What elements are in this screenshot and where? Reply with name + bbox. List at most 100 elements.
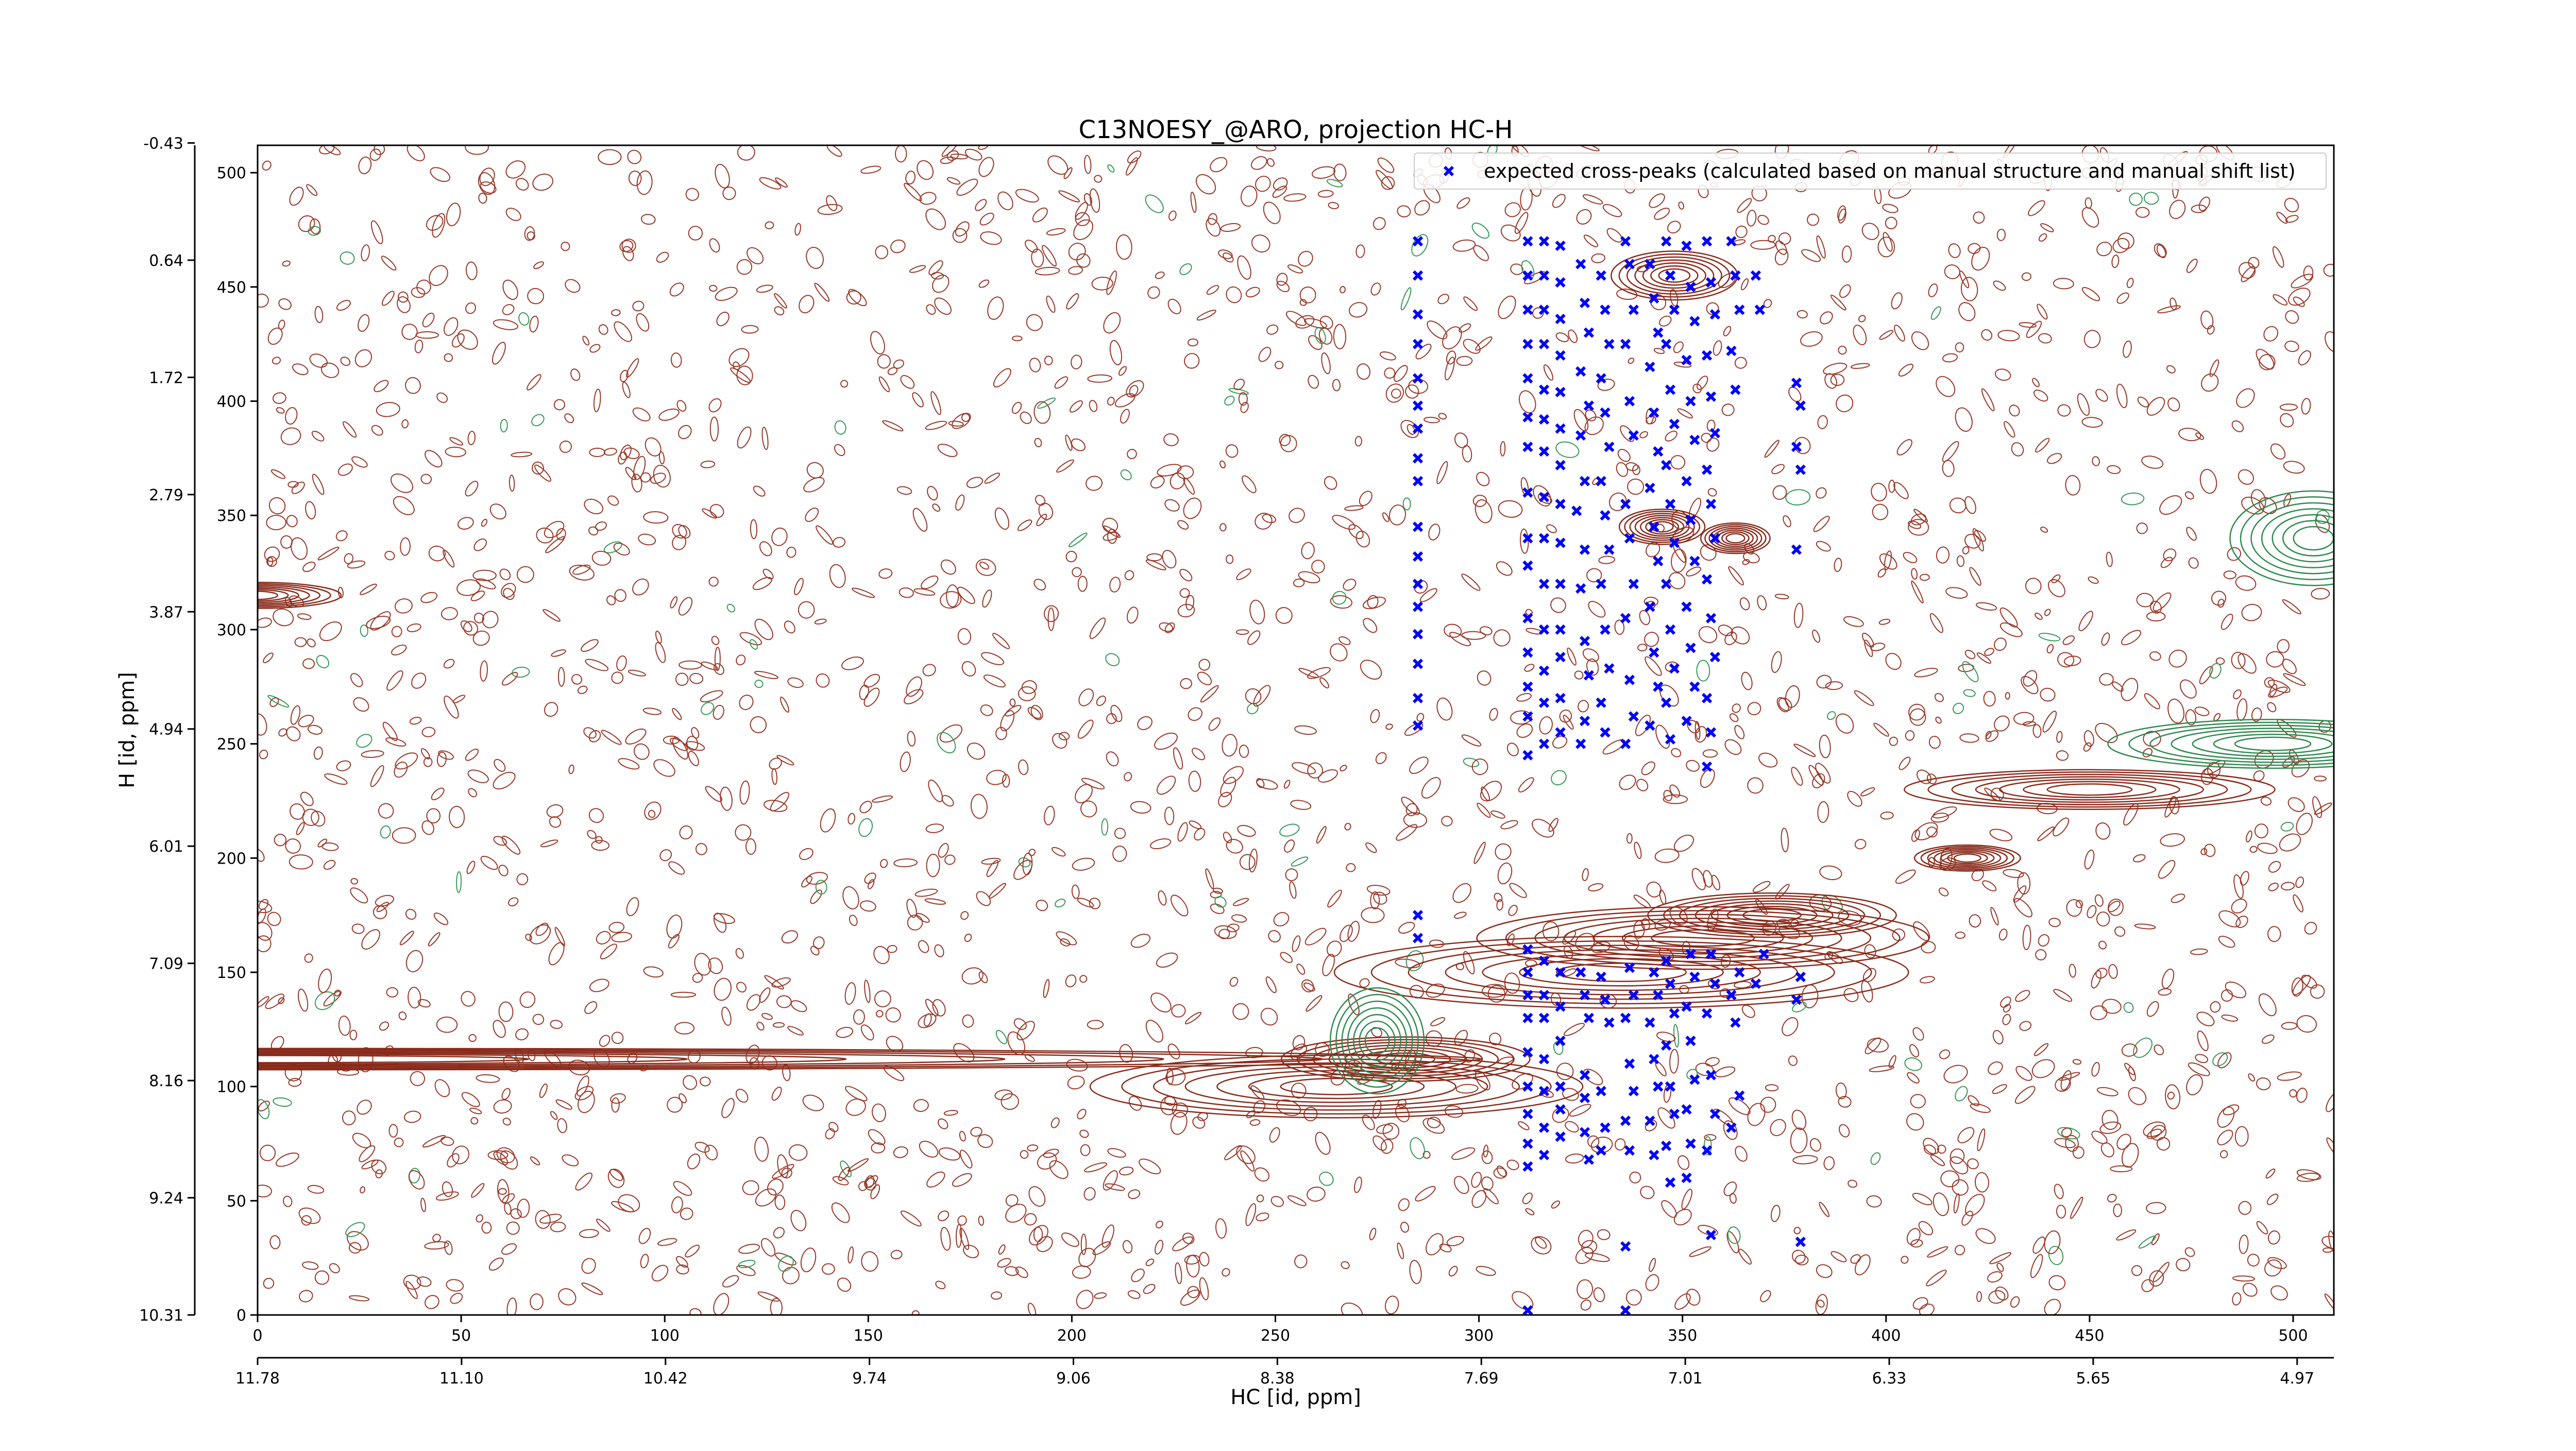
- contour: [1344, 822, 1351, 831]
- cross-peak-marker: [1600, 305, 1611, 315]
- cross-peak-marker: [1681, 476, 1692, 486]
- contour: [1189, 820, 1202, 829]
- contour: [1456, 197, 1470, 209]
- contour: [1251, 234, 1270, 253]
- contour: [673, 1180, 692, 1196]
- cross-peak-marker: [1522, 1108, 1533, 1119]
- contour: [350, 673, 363, 687]
- contour: [1065, 434, 1073, 451]
- contour: [2266, 1193, 2279, 1205]
- contour: [1072, 567, 1082, 578]
- contour: [1723, 1120, 1738, 1140]
- contour: [2270, 1285, 2288, 1301]
- contour: [930, 391, 941, 415]
- contour: [1454, 1030, 1468, 1045]
- contour: [739, 780, 750, 805]
- contour: [1344, 505, 1364, 511]
- cross-peak-marker: [1709, 309, 1721, 320]
- contour: [1999, 622, 2023, 637]
- contour: [1173, 747, 1183, 770]
- cross-peak-marker: [1522, 681, 1533, 692]
- contour: [1226, 286, 1242, 303]
- contour: [2002, 1014, 2011, 1025]
- contour: [1391, 388, 1401, 399]
- contour: [1402, 497, 1411, 511]
- contour: [1195, 174, 1216, 195]
- contour: [480, 181, 497, 194]
- contour: [1307, 762, 1323, 779]
- contour: [1476, 471, 1490, 486]
- contour: [844, 982, 856, 1005]
- contour: [2185, 709, 2197, 726]
- contour: [821, 1263, 835, 1275]
- contour: [342, 1110, 356, 1125]
- contour: [2295, 876, 2304, 888]
- contour: [814, 282, 830, 302]
- contour: [790, 1210, 807, 1231]
- contour: [1698, 626, 1718, 644]
- contour: [1094, 1292, 1107, 1299]
- y-axis-ppm-ticks: 10.319.248.167.096.014.943.872.791.720.6…: [139, 134, 195, 1325]
- contour: [1120, 409, 1130, 424]
- contour: [2296, 1087, 2308, 1103]
- contour: [1711, 874, 1720, 891]
- cross-peak-marker: [1645, 361, 1655, 373]
- contour: [757, 1291, 780, 1302]
- contour: [1574, 670, 1584, 680]
- contour: [1539, 716, 1553, 735]
- contour: [584, 498, 604, 514]
- contour: [2146, 1202, 2166, 1214]
- contour-peak: [1335, 993, 1419, 1088]
- contour: [1598, 555, 1616, 564]
- cross-peak-marker: [1596, 971, 1606, 982]
- contour: [1477, 803, 1491, 818]
- contour: [1942, 460, 1955, 477]
- contour: [1102, 517, 1118, 533]
- contour: [708, 398, 722, 413]
- contour: [1463, 757, 1480, 767]
- contour: [1678, 201, 1684, 210]
- contour: [1884, 550, 1892, 570]
- cross-peak-marker: [1575, 967, 1586, 978]
- contour: [691, 727, 700, 739]
- contour: [675, 672, 689, 686]
- contour: [1873, 722, 1889, 737]
- contour: [2215, 657, 2225, 665]
- contour: [2267, 680, 2291, 693]
- contour: [1452, 883, 1471, 903]
- contour: [356, 734, 372, 748]
- contour: [1452, 239, 1476, 252]
- contour: [2163, 548, 2177, 562]
- contour: [935, 1280, 946, 1290]
- contour: [465, 481, 479, 497]
- cross-peak-marker: [1575, 738, 1586, 749]
- cross-peak-marker: [1555, 1132, 1566, 1142]
- contour: [494, 758, 506, 772]
- contour: [720, 786, 733, 811]
- contour: [1145, 194, 1164, 213]
- cross-peak-marker: [1555, 1035, 1566, 1047]
- contour: [1341, 1302, 1363, 1315]
- cross-peak-marker: [1522, 750, 1533, 761]
- contour: [1043, 1149, 1059, 1158]
- contour: [561, 242, 570, 251]
- contour: [1580, 1300, 1591, 1311]
- contour: [1105, 1183, 1125, 1191]
- contour: [709, 238, 720, 253]
- contour: [627, 149, 642, 164]
- cross-peak-marker: [1669, 663, 1680, 674]
- contour: [1953, 1193, 1960, 1214]
- contour: [1200, 685, 1219, 703]
- contour: [2160, 833, 2185, 847]
- contour: [1535, 1237, 1547, 1249]
- contour: [426, 808, 441, 824]
- contour: [1179, 588, 1190, 598]
- x-tick-label: 500: [2278, 1327, 2308, 1345]
- contour: [1269, 1127, 1280, 1143]
- contour: [977, 1134, 993, 1148]
- contour-peak: [1725, 533, 1745, 544]
- contour: [384, 551, 395, 561]
- contour-peak: [1639, 517, 1685, 537]
- contour: [2283, 461, 2305, 474]
- contour: [2040, 526, 2048, 533]
